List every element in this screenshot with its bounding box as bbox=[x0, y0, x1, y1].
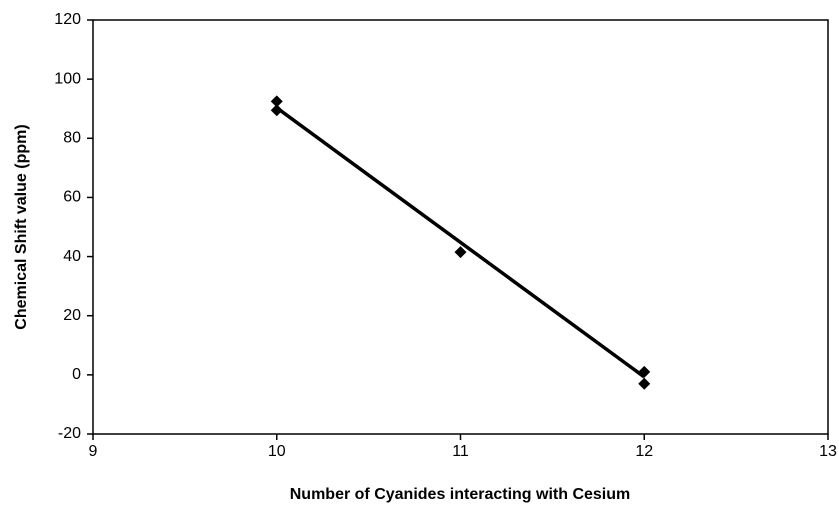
x-tick-label: 11 bbox=[452, 443, 469, 460]
data-point bbox=[270, 104, 283, 117]
y-tick-label: 0 bbox=[72, 366, 81, 383]
data-point bbox=[270, 95, 283, 108]
x-tick-label: 13 bbox=[819, 443, 837, 460]
data-point bbox=[638, 365, 651, 378]
y-tick-label: 120 bbox=[54, 11, 81, 28]
trendline bbox=[275, 106, 646, 379]
y-tick-label: 60 bbox=[63, 189, 81, 206]
y-tick-label: 40 bbox=[63, 248, 81, 265]
plot-area bbox=[92, 19, 829, 435]
x-tick-label: 12 bbox=[635, 443, 653, 460]
y-tick-label: 20 bbox=[63, 307, 81, 324]
x-tick-label: 9 bbox=[89, 443, 98, 460]
y-axis-title: Chemical Shift value (ppm) bbox=[13, 124, 30, 329]
x-axis-title: Number of Cyanides interacting with Cesi… bbox=[290, 486, 631, 503]
data-point bbox=[454, 246, 467, 259]
y-tick-label: 80 bbox=[63, 130, 81, 147]
data-point bbox=[638, 377, 651, 390]
y-tick-label: -20 bbox=[58, 425, 81, 442]
y-tick-label: 100 bbox=[54, 70, 81, 87]
x-tick-label: 10 bbox=[268, 443, 286, 460]
